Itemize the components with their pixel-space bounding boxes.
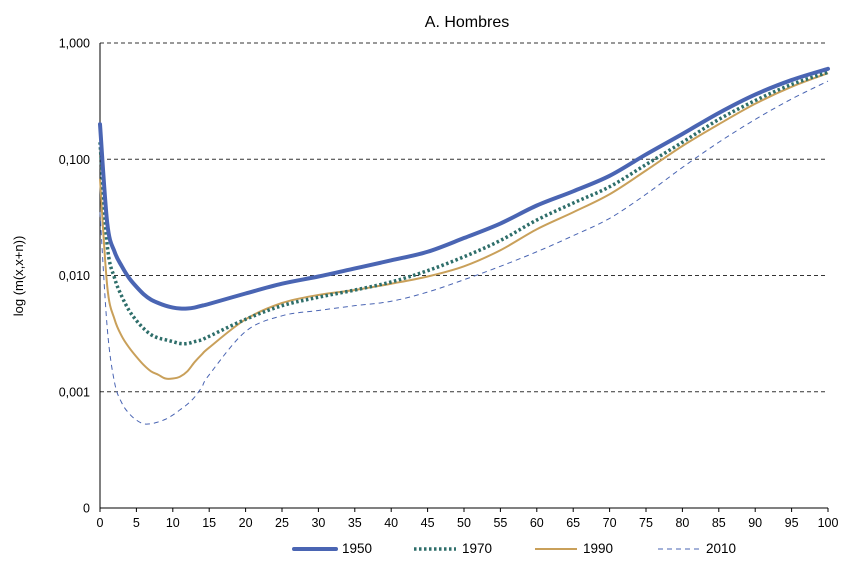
series-lines [98,66,830,425]
x-tick-label: 80 [675,516,689,530]
x-tick-label: 15 [202,516,216,530]
x-tick-label: 100 [818,516,839,530]
series-line-2010 [99,80,829,425]
x-tick-label: 90 [748,516,762,530]
x-tick-label: 0 [97,516,104,530]
y-axis-ticks: 1,000 0,100 0,010 0,001 0 [59,37,90,516]
legend-label-1970: 1970 [462,541,492,556]
x-tick-label: 5 [133,516,140,530]
grid [100,42,828,393]
legend-label-1990: 1990 [583,541,613,556]
x-tick-label: 65 [566,516,580,530]
series-line-1990 [99,72,829,380]
y-tick-label: 0,010 [59,269,90,283]
y-tick-label: 0,001 [59,385,90,399]
x-axis-ticks: 0 5 10 15 20 25 30 35 40 45 50 55 60 65 70 75 80 85 90 95 10… [97,508,839,530]
x-tick-label: 55 [493,516,507,530]
y-axis-label: log (m(x,x+n)) [11,236,26,317]
series-line-1950 [98,66,830,311]
y-tick-label: 0 [83,502,90,516]
y-tick-label: 0,100 [59,153,90,167]
series-line-1970 [98,70,829,346]
chart-title: A. Hombres [425,14,509,31]
axes [99,43,828,509]
x-tick-label: 25 [275,516,289,530]
x-tick-label: 50 [457,516,471,530]
x-tick-label: 60 [530,516,544,530]
x-tick-label: 75 [639,516,653,530]
x-tick-label: 10 [166,516,180,530]
x-tick-label: 45 [421,516,435,530]
x-tick-label: 95 [785,516,799,530]
x-tick-label: 20 [239,516,253,530]
legend: 1950 1970 1990 2010 [292,541,736,556]
x-tick-label: 30 [311,516,325,530]
y-tick-label: 1,000 [59,37,90,51]
x-tick-label: 40 [384,516,398,530]
x-tick-label: 70 [603,516,617,530]
x-tick-label: 85 [712,516,726,530]
x-tick-label: 35 [348,516,362,530]
legend-label-1950: 1950 [342,541,372,556]
legend-label-2010: 2010 [706,541,736,556]
